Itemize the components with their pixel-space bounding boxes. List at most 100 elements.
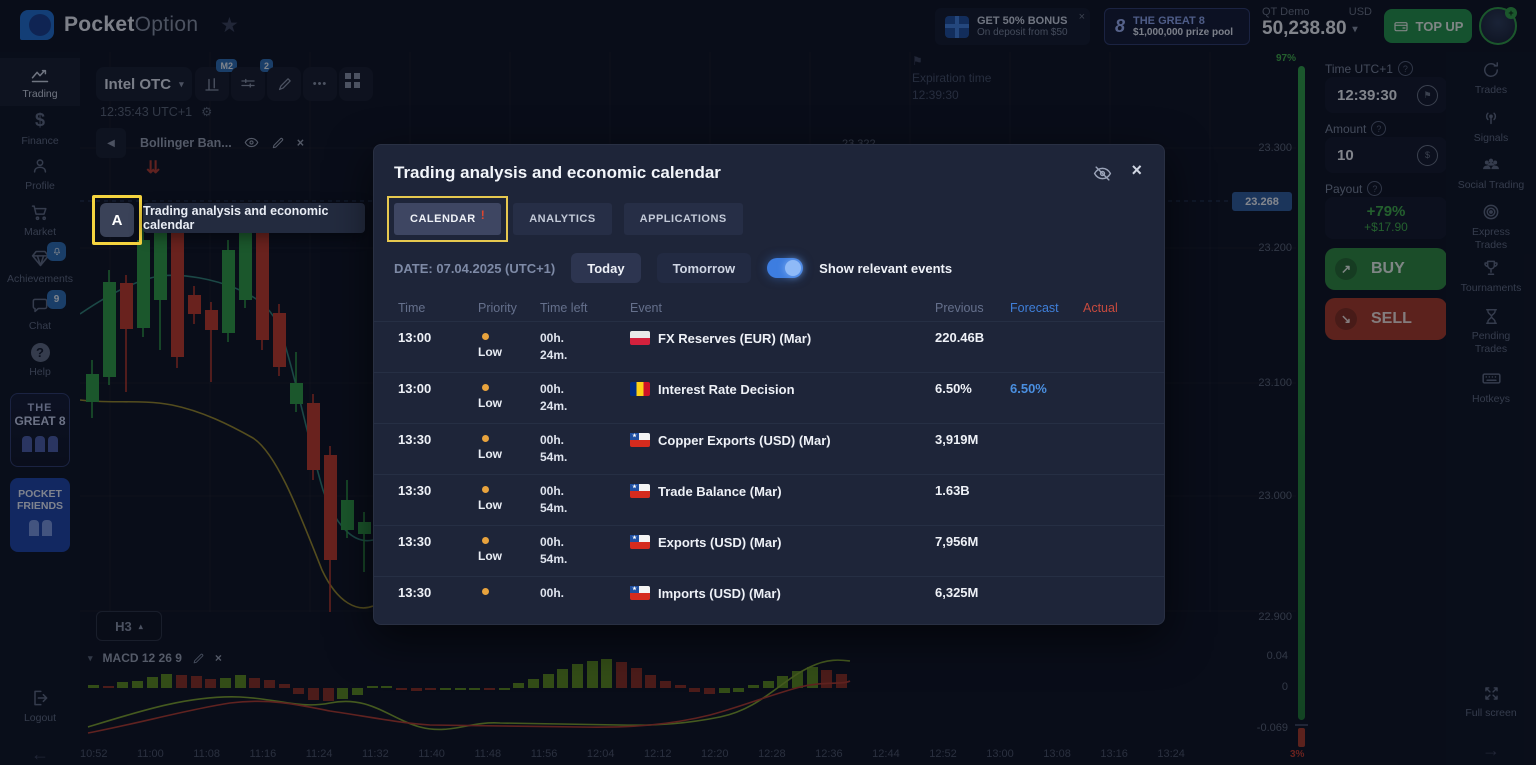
great8-icon: 8 [1115,16,1126,36]
sliders-icon [241,78,255,88]
collapse-sidebar-button[interactable]: ← [0,744,80,765]
close-modal-button[interactable]: × [1131,160,1142,180]
price-axis-label: 23.200 [1258,242,1292,254]
rail-item-express-trades[interactable]: Express Trades [1446,202,1536,252]
chart-type-button[interactable]: M2 [195,59,237,101]
amount-input[interactable]: 10 $ [1325,137,1447,173]
brand-logo[interactable]: PocketOption [20,10,198,40]
table-row[interactable]: 13:30 Low 00h. 54m. Copper Exports (USD)… [374,423,1164,474]
favorite-star-icon[interactable]: ★ [220,14,239,37]
tournament-banner[interactable]: 8 THE GREAT 8 $1,000,000 prize pool [1104,8,1250,45]
dots-icon: ••• [312,78,328,90]
sell-button[interactable]: ↘ SELL [1325,298,1447,340]
drawing-tools-button[interactable] [267,67,301,101]
expiration-time-input[interactable]: 12:39:30 ⚑ [1325,77,1447,113]
trophy-icon [1484,260,1498,275]
eye-icon[interactable] [244,135,259,150]
event-time: 13:30 [398,534,432,549]
fullscreen-button[interactable]: Full screen [1446,684,1536,720]
table-row[interactable]: 13:00 Low 00h. 24m. FX Reserves (EUR) (M… [374,321,1164,372]
priority-dot-icon [482,537,489,544]
currency-icon[interactable]: $ [1417,144,1438,166]
sidebar-item-profile[interactable]: Profile [0,156,80,192]
chevron-down-icon[interactable]: ▾ [88,652,93,663]
pencil-icon[interactable] [192,652,205,665]
time-axis-label: 13:24 [1157,748,1185,760]
sidebar-item-market[interactable]: Market [0,202,80,238]
right-rail: Trades Signals Social Trading Express Tr… [1446,52,1536,765]
analysis-button[interactable]: A [100,203,134,237]
rail-item-signals[interactable]: Signals [1446,108,1536,145]
tab-applications[interactable]: APPLICATIONS [623,203,743,235]
time-axis-label: 11:00 [137,748,164,760]
time-axis-label: 11:08 [193,748,220,760]
tournament-subtitle: $1,000,000 prize pool [1133,27,1234,38]
account-switcher[interactable]: QT Demo USD 50,238.80 ▾ [1262,6,1372,40]
col-actual[interactable]: Actual [1083,301,1118,315]
logout-icon [34,690,48,706]
info-icon[interactable]: ? [1367,181,1383,196]
rail-item-tournaments[interactable]: Tournaments [1446,258,1536,295]
country-flag-icon [630,586,650,600]
info-icon[interactable]: ? [1371,121,1387,136]
rail-item-trades[interactable]: Trades [1446,60,1536,97]
time-mode-icon[interactable]: ⚑ [1417,84,1438,106]
expand-rail-button[interactable]: → [1446,740,1536,761]
pocket-friends-banner[interactable]: POCKET FRIENDS [10,478,70,552]
bonus-subtitle: On deposit from $50 [977,27,1068,38]
country-flag-icon [630,535,650,549]
tab-calendar[interactable]: CALENDAR ! [386,196,509,242]
relevant-events-toggle[interactable] [767,258,804,278]
bell-icon [53,247,60,255]
indicator-collapse-button[interactable]: ◀ [96,128,126,158]
table-row[interactable]: 13:30 Low 00h. 54m. Trade Balance (Mar) … [374,474,1164,525]
bonus-title: GET 50% BONUS [977,15,1068,27]
tomorrow-button[interactable]: Tomorrow [656,253,752,283]
more-tools-button[interactable]: ••• [303,67,337,101]
sidebar-item-logout[interactable]: Logout [0,688,80,724]
time-label: Time UTC+1? [1325,61,1413,76]
previous-value: 6,325M [935,585,979,600]
col-forecast[interactable]: Forecast [1010,301,1059,315]
close-icon[interactable]: × [1078,11,1085,23]
layout-grid-button[interactable] [339,67,373,101]
info-icon[interactable]: ? [1397,61,1413,76]
sidebar-item-chat[interactable]: Chat 9 [0,290,80,332]
table-row[interactable]: 13:00 Low 00h. 24m. Interest Rate Decisi… [374,372,1164,423]
table-row[interactable]: 13:30 Low 00h. 54m. Exports (USD) (Mar) … [374,525,1164,576]
close-icon[interactable]: × [296,135,304,150]
buy-button[interactable]: ↗ BUY [1325,248,1447,290]
account-balance: 50,238.80 [1262,18,1347,39]
close-icon[interactable]: × [214,651,222,665]
priority-label: Low [478,345,502,359]
calendar-rows: 13:00 Low 00h. 24m. FX Reserves (EUR) (M… [374,321,1164,624]
today-button[interactable]: Today [571,253,641,283]
symbol-selector[interactable]: Intel OTC ▾ [96,67,192,101]
rail-item-social-trading[interactable]: Social Trading [1446,155,1536,192]
gear-icon[interactable]: ⚙ [201,105,213,119]
top-up-button[interactable]: TOP UP [1384,9,1472,43]
hide-modal-button[interactable] [1093,164,1112,188]
banner-art [10,520,70,536]
sidebar-item-help[interactable]: ? Help [0,343,80,378]
time-left-minutes: 54m. [540,450,568,464]
pencil-icon[interactable] [271,136,285,150]
bonus-banner[interactable]: GET 50% BONUS On deposit from $50 × [935,8,1090,45]
tab-analytics[interactable]: ANALYTICS [513,203,612,235]
actual-value [1083,585,1164,624]
rail-item-hotkeys[interactable]: Hotkeys [1446,368,1536,406]
rail-item-pending-trades[interactable]: Pending Trades [1446,307,1536,356]
macd-timeframe-button[interactable]: H3 ▴ [96,611,162,641]
table-row[interactable]: 13:30 00h. Imports (USD) (Mar) 6,325M [374,576,1164,624]
event-name: Copper Exports (USD) (Mar) [658,433,831,448]
great8-side-banner[interactable]: THE GREAT 8 [10,393,70,467]
brush-icon [278,77,291,90]
sidebar-item-trading[interactable]: Trading [0,58,80,106]
sidebar-item-finance[interactable]: $ Finance [0,110,80,147]
people-icon [1483,158,1499,170]
sidebar-item-achievements[interactable]: Achievements [0,242,80,285]
time-axis-label: 12:28 [758,748,786,760]
avatar[interactable] [1479,7,1517,45]
logo-icon [20,10,54,40]
sidebar-item-label: Chat [28,320,52,332]
